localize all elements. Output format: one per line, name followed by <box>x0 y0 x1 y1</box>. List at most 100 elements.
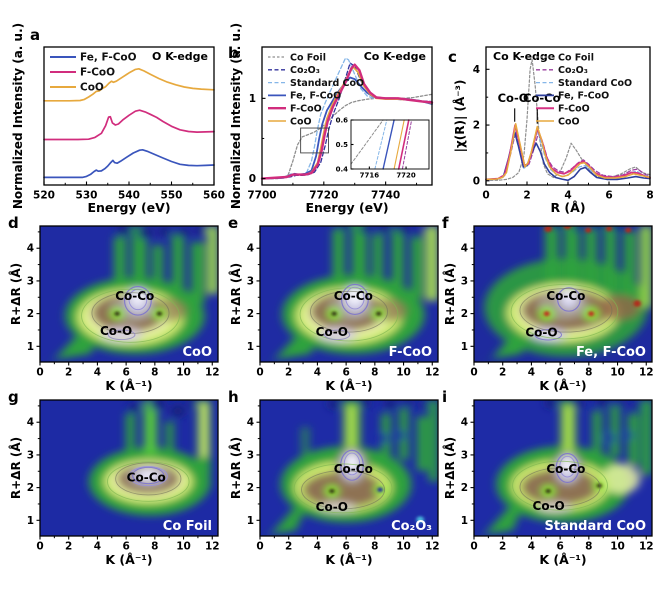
svg-text:6: 6 <box>122 541 129 553</box>
svg-text:O K-edge: O K-edge <box>152 50 208 63</box>
svg-text:3: 3 <box>27 275 34 287</box>
svg-text:6: 6 <box>556 541 563 553</box>
svg-text:CoO: CoO <box>558 116 580 127</box>
svg-text:0.5: 0.5 <box>336 141 349 149</box>
svg-text:1: 1 <box>27 341 34 353</box>
svg-text:1: 1 <box>27 515 34 527</box>
svg-text:Co₂O₃: Co₂O₃ <box>290 65 320 76</box>
svg-text:F-CoO: F-CoO <box>558 104 590 115</box>
svg-text:3: 3 <box>461 275 468 287</box>
svg-text:2: 2 <box>27 308 34 320</box>
svg-text:Co-O: Co-O <box>100 324 132 338</box>
panel-c: c |χ(R)| (Å⁻³) 0 2 4 6 8 0 2 4 Co K-edge Co-O Co-C… <box>446 26 658 224</box>
svg-text:Co-Co: Co-Co <box>115 289 154 303</box>
panel-h: h R+ΔR (Å) <box>226 388 446 568</box>
svg-text:2: 2 <box>247 482 254 494</box>
svg-text:Co-Co: Co-Co <box>523 91 561 105</box>
svg-text:Co-Co: Co-Co <box>334 462 373 476</box>
svg-text:Fe, F-CoO: Fe, F-CoO <box>558 91 609 102</box>
svg-text:2: 2 <box>461 308 468 320</box>
svg-text:8: 8 <box>585 367 592 379</box>
svg-text:2: 2 <box>65 367 72 379</box>
svg-text:Standard CoO: Standard CoO <box>290 78 364 89</box>
svg-text:12: 12 <box>425 367 440 379</box>
svg-text:CoO: CoO <box>182 345 212 360</box>
panel-f: f R+ΔR (Å) <box>440 214 660 394</box>
svg-text:4: 4 <box>94 541 101 553</box>
svg-text:560: 560 <box>203 190 225 202</box>
svg-text:0: 0 <box>482 190 489 202</box>
svg-text:10: 10 <box>396 541 411 553</box>
svg-text:1: 1 <box>247 341 254 353</box>
svg-text:4: 4 <box>564 190 571 202</box>
svg-text:12: 12 <box>205 541 220 553</box>
svg-text:2: 2 <box>65 541 72 553</box>
svg-text:1: 1 <box>247 515 254 527</box>
svg-text:2: 2 <box>27 482 34 494</box>
svg-text:2: 2 <box>499 541 506 553</box>
panel-b-plot: 7700 7720 7740 0 1 Co K-edge Co Foil Co₂O₃ Stand… <box>247 46 434 202</box>
svg-text:Co-Co: Co-Co <box>546 462 585 476</box>
svg-text:2: 2 <box>473 120 480 132</box>
wt-map-co-foil <box>40 400 218 536</box>
svg-text:Co-Co: Co-Co <box>546 289 585 303</box>
svg-text:1: 1 <box>249 93 256 105</box>
svg-text:4: 4 <box>528 367 535 379</box>
svg-text:4: 4 <box>27 243 34 255</box>
svg-text:7716: 7716 <box>360 172 380 180</box>
panel-d-xlabel: K (Å⁻¹) <box>105 378 153 393</box>
svg-text:1: 1 <box>461 341 468 353</box>
svg-text:12: 12 <box>639 367 654 379</box>
svg-text:8: 8 <box>151 367 158 379</box>
svg-text:Standard CoO: Standard CoO <box>545 519 646 534</box>
panel-b-inset-plot: 7716 7720 0.4 0.5 0.6 <box>336 117 430 180</box>
svg-text:Co-O: Co-O <box>533 499 565 513</box>
svg-text:8: 8 <box>585 541 592 553</box>
svg-text:2: 2 <box>523 190 530 202</box>
panel-letter-c: c <box>448 48 457 66</box>
panel-a-xlabel: Energy (eV) <box>87 200 171 215</box>
wt-map-standard-coo <box>474 400 652 536</box>
svg-text:Co₂O₃: Co₂O₃ <box>391 519 432 534</box>
svg-text:6: 6 <box>556 367 563 379</box>
panel-c-plot: 0 2 4 6 8 0 2 4 Co K-edge Co-OCo-Co Co Foil Co₂O₃ St… <box>473 46 654 202</box>
svg-text:3: 3 <box>247 275 254 287</box>
svg-text:2: 2 <box>247 308 254 320</box>
panel-e: e R+ΔR (Å) <box>226 214 446 394</box>
svg-text:8: 8 <box>646 190 653 202</box>
svg-text:3: 3 <box>27 449 34 461</box>
svg-text:Co Foil: Co Foil <box>163 519 212 534</box>
svg-text:F-CoO: F-CoO <box>290 104 322 115</box>
svg-text:4: 4 <box>314 541 321 553</box>
svg-text:12: 12 <box>205 367 220 379</box>
svg-text:Co-Co: Co-Co <box>127 471 166 485</box>
svg-text:Standard CoO: Standard CoO <box>558 78 632 89</box>
svg-text:Co-O: Co-O <box>316 500 348 514</box>
svg-text:6: 6 <box>122 367 129 379</box>
svg-text:6: 6 <box>342 541 349 553</box>
svg-text:10: 10 <box>610 367 625 379</box>
svg-text:2: 2 <box>499 367 506 379</box>
panel-c-xlabel: R (Å) <box>550 200 586 215</box>
svg-text:0: 0 <box>470 367 477 379</box>
svg-text:1: 1 <box>461 515 468 527</box>
wt-map-fe-f-coo <box>474 226 652 362</box>
panel-g-xlabel: K (Å⁻¹) <box>105 552 153 567</box>
panel-g: g R+ΔR (Å) 0 <box>6 388 226 568</box>
svg-text:4: 4 <box>461 417 468 429</box>
wt-map-f-coo <box>260 226 438 362</box>
svg-text:CoO: CoO <box>290 116 312 127</box>
svg-text:F-CoO: F-CoO <box>389 345 432 360</box>
svg-text:6: 6 <box>342 367 349 379</box>
panel-d: d R+ΔR (Å) <box>6 214 226 394</box>
svg-text:Co Foil: Co Foil <box>290 52 326 63</box>
svg-text:Fe, F-CoO: Fe, F-CoO <box>576 345 646 360</box>
svg-text:12: 12 <box>639 541 654 553</box>
svg-text:0: 0 <box>256 367 263 379</box>
svg-text:7720: 7720 <box>396 172 416 180</box>
svg-text:0.4: 0.4 <box>336 166 349 174</box>
